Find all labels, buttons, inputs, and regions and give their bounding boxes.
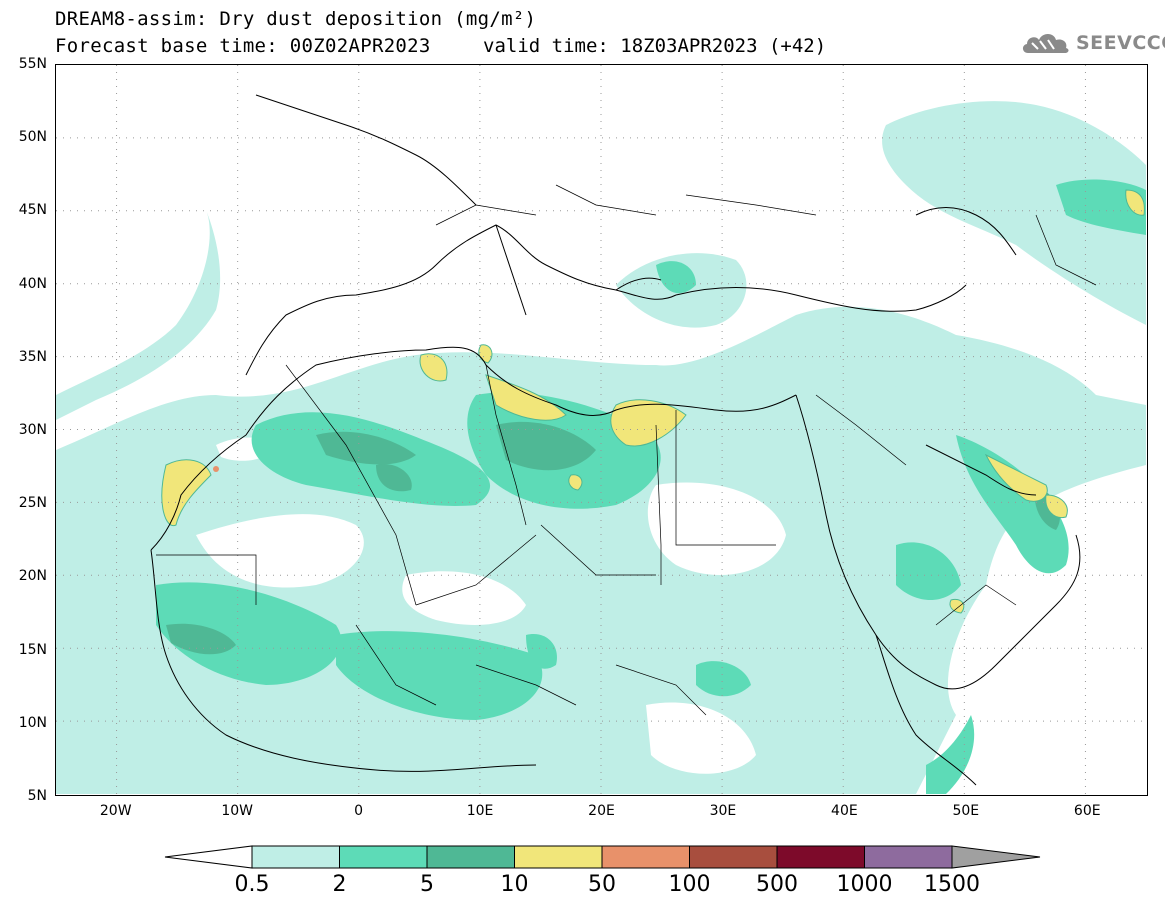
lat-label: 5N [27, 788, 47, 804]
colorbar-label: 0.5 [234, 872, 270, 897]
lat-label: 35N [18, 348, 47, 365]
map-title: DREAM8-assim: Dry dust deposition (mg/m²… [55, 8, 537, 30]
colorbar-swatch [776, 845, 865, 869]
lat-label: 30N [18, 422, 47, 438]
colorbar-label: 2 [332, 872, 347, 897]
dust-deposition-map [55, 64, 1148, 796]
lon-label: 0 [354, 803, 364, 819]
lon-label: 20W [99, 803, 132, 819]
map-canvas [56, 65, 1146, 794]
lon-label: 10E [466, 803, 494, 819]
lat-label: 25N [18, 495, 47, 512]
colorbar-swatch [689, 845, 778, 869]
lat-label: 10N [18, 714, 47, 731]
colorbar-label: 1500 [924, 872, 980, 897]
lon-label: 30E [709, 803, 737, 819]
lat-label: 50N [18, 129, 47, 146]
country-borders [156, 184, 1097, 716]
colorbar-label: 100 [668, 872, 711, 897]
colorbar-swatch [251, 845, 340, 869]
colorbar-swatch [426, 845, 515, 869]
logo-text: SEEVCCC [1076, 32, 1165, 54]
lat-label: 40N [18, 275, 47, 292]
lon-label: 10W [221, 803, 253, 819]
lon-label: 60E [1073, 803, 1101, 819]
lon-label: 20E [588, 803, 615, 819]
lat-label: 55N [18, 56, 47, 72]
cloud-logo-icon [1022, 34, 1069, 53]
lon-label: 40E [831, 803, 858, 819]
colorbar-label: 10 [500, 872, 529, 897]
dust-level-extreme [213, 466, 219, 472]
lat-label: 15N [18, 641, 47, 658]
colorbar-label: 500 [756, 872, 798, 897]
colorbar-label: 1000 [836, 872, 893, 897]
lat-label: 45N [18, 202, 47, 219]
dust-level-none [196, 437, 786, 774]
colorbar-swatch [514, 845, 603, 869]
dust-level-very-high [161, 189, 1145, 614]
valid-time: valid time: 18Z03APR2023 (+42) [483, 35, 827, 57]
colorbar-label: 50 [588, 872, 616, 897]
colorbar-swatch [339, 845, 428, 869]
graticule [56, 65, 1146, 794]
forecast-base-time: Forecast base time: 00Z02APR2023 [55, 35, 431, 57]
lon-label: 50E [952, 803, 980, 819]
colorbar [164, 845, 1041, 869]
colorbar-over-arrow [951, 845, 1041, 869]
colorbar-under-arrow [164, 845, 253, 869]
coastlines [150, 94, 1081, 786]
lat-label: 20N [18, 568, 47, 585]
seevccc-logo: SEEVCCC [1020, 28, 1165, 58]
colorbar-swatch [864, 845, 953, 869]
colorbar-swatch [601, 845, 690, 869]
colorbar-label: 5 [420, 872, 434, 897]
